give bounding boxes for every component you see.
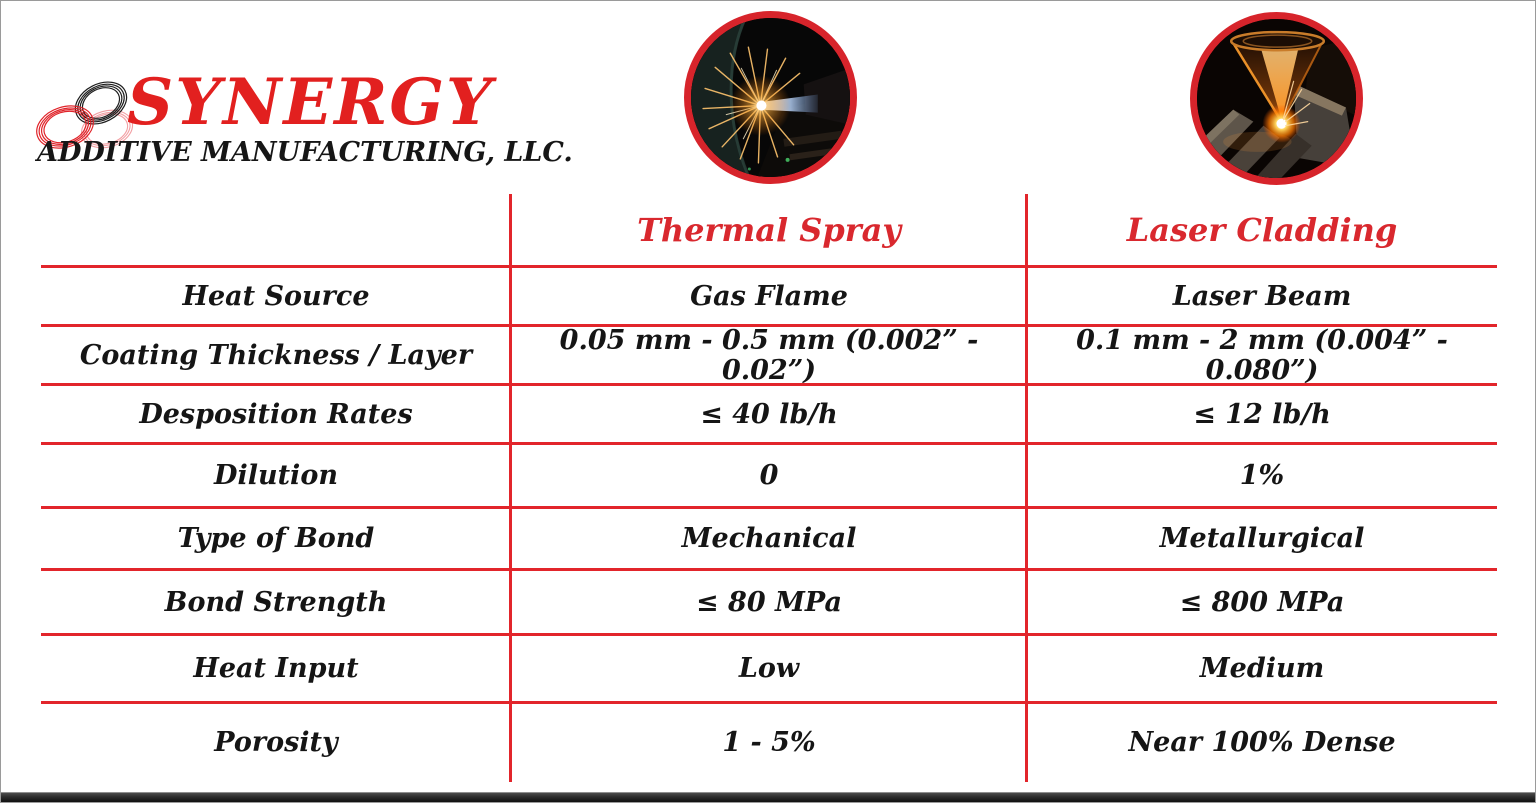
row-label-porosity: Porosity bbox=[214, 726, 338, 758]
cell-porosity-thermal: 1 - 5% bbox=[722, 726, 816, 758]
table-corner-blank bbox=[41, 194, 511, 267]
bottom-edge-bar bbox=[1, 792, 1535, 802]
row-label-desposition-rates: Desposition Rates bbox=[139, 398, 413, 430]
table-row-divider bbox=[41, 383, 1497, 386]
row-label-bond-strength: Bond Strength bbox=[164, 586, 388, 618]
column-header-laser-cladding: Laser Cladding bbox=[1126, 210, 1398, 249]
table-row-divider bbox=[41, 442, 1497, 445]
cell-heat-source-thermal: Gas Flame bbox=[690, 280, 848, 312]
cell-dilution-thermal: 0 bbox=[759, 460, 779, 492]
cell-type-of-bond-laser: Metallurgical bbox=[1159, 523, 1365, 555]
cell-desposition-rates-laser: ≤ 12 lb/h bbox=[1193, 398, 1331, 430]
comparison-table: Thermal Spray Laser Cladding Heat Source… bbox=[41, 194, 1497, 782]
row-label-coating-thickness: Coating Thickness / Layer bbox=[79, 339, 473, 371]
row-label-heat-source: Heat Source bbox=[182, 280, 370, 312]
cell-desposition-rates-thermal: ≤ 40 lb/h bbox=[700, 398, 838, 430]
cell-type-of-bond-thermal: Mechanical bbox=[681, 523, 857, 555]
row-label-dilution: Dilution bbox=[214, 460, 338, 492]
table-row-divider bbox=[41, 506, 1497, 509]
cell-bond-strength-thermal: ≤ 80 MPa bbox=[696, 586, 842, 618]
table-row-divider bbox=[41, 324, 1497, 327]
cell-heat-input-thermal: Low bbox=[738, 653, 800, 685]
cell-coating-thickness-laser: 0.1 mm - 2 mm (0.004” - 0.080”) bbox=[1076, 324, 1448, 386]
cell-dilution-laser: 1% bbox=[1239, 460, 1285, 492]
row-label-heat-input: Heat Input bbox=[193, 653, 359, 685]
cell-heat-source-laser: Laser Beam bbox=[1172, 280, 1352, 312]
table-column-divider bbox=[1025, 194, 1028, 782]
row-label-type-of-bond: Type of Bond bbox=[177, 523, 375, 555]
cell-heat-input-laser: Medium bbox=[1199, 653, 1325, 685]
brand-subtitle: ADDITIVE MANUFACTURING, LLC. bbox=[37, 137, 573, 168]
laser-cladding-photo bbox=[1190, 12, 1363, 185]
table-row-divider bbox=[41, 568, 1497, 571]
table-column-divider bbox=[509, 194, 512, 782]
table-row-divider bbox=[41, 633, 1497, 636]
cell-porosity-laser: Near 100% Dense bbox=[1128, 726, 1396, 758]
synergy-rings-logo-icon bbox=[35, 77, 135, 153]
cell-bond-strength-laser: ≤ 800 MPa bbox=[1179, 586, 1345, 618]
table-row-divider bbox=[41, 265, 1497, 268]
cell-coating-thickness-thermal: 0.05 mm - 0.5 mm (0.002” - 0.02”) bbox=[559, 324, 979, 386]
table-row-divider bbox=[41, 701, 1497, 704]
brand-name: SYNERGY bbox=[127, 65, 494, 140]
thermal-spray-photo bbox=[684, 11, 857, 184]
column-header-thermal-spray: Thermal Spray bbox=[637, 210, 901, 249]
